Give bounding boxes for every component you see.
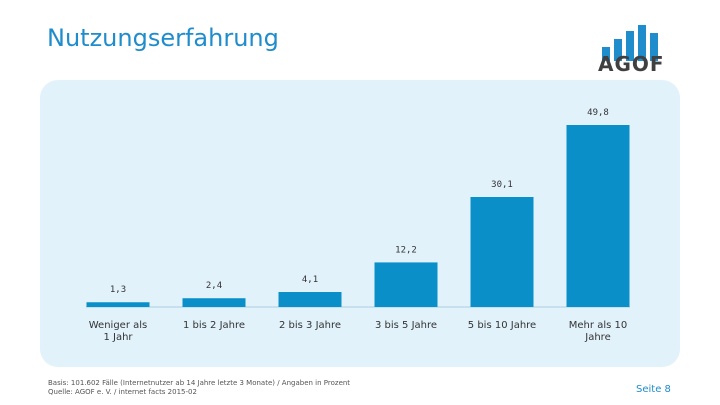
value-label-5: 49,8 — [587, 108, 609, 118]
value-label-2: 4,1 — [302, 275, 318, 285]
page-title: Nutzungserfahrung — [47, 24, 279, 52]
bar-0 — [86, 302, 150, 307]
bar-3 — [374, 262, 438, 307]
category-label-0: Weniger als 1 Jahr — [89, 320, 147, 343]
value-label-1: 2,4 — [206, 281, 222, 291]
value-label-4: 30,1 — [491, 180, 513, 190]
value-label-0: 1,3 — [110, 285, 126, 295]
category-label-4: 5 bis 10 Jahre — [468, 320, 536, 331]
footnote: Basis: 101.602 Fälle (Internetnutzer ab … — [48, 379, 350, 397]
footnote-basis: Basis: 101.602 Fälle (Internetnutzer ab … — [48, 379, 351, 387]
bar-4 — [470, 196, 534, 307]
page-number: Seite 8 — [636, 384, 671, 395]
bar-5 — [566, 125, 630, 307]
value-label-3: 12,2 — [395, 245, 417, 255]
logo-text: AGOF — [598, 52, 665, 76]
bar-chart: 1,3 Weniger als 1 Jahr 2,4 1 bis 2 Jahre 4,1 2… — [86, 108, 630, 343]
category-label-3: 3 bis 5 Jahre — [375, 320, 437, 331]
bar-2 — [278, 292, 342, 307]
agof-logo-icon — [602, 25, 658, 61]
category-label-2: 2 bis 3 Jahre — [279, 320, 341, 331]
category-label-5: Mehr als 10 Jahre — [569, 320, 627, 343]
category-label-1: 1 bis 2 Jahre — [183, 320, 245, 331]
bar-1 — [182, 298, 246, 307]
footnote-source: Quelle: AGOF e. V. / internet facts 2015… — [48, 388, 197, 396]
